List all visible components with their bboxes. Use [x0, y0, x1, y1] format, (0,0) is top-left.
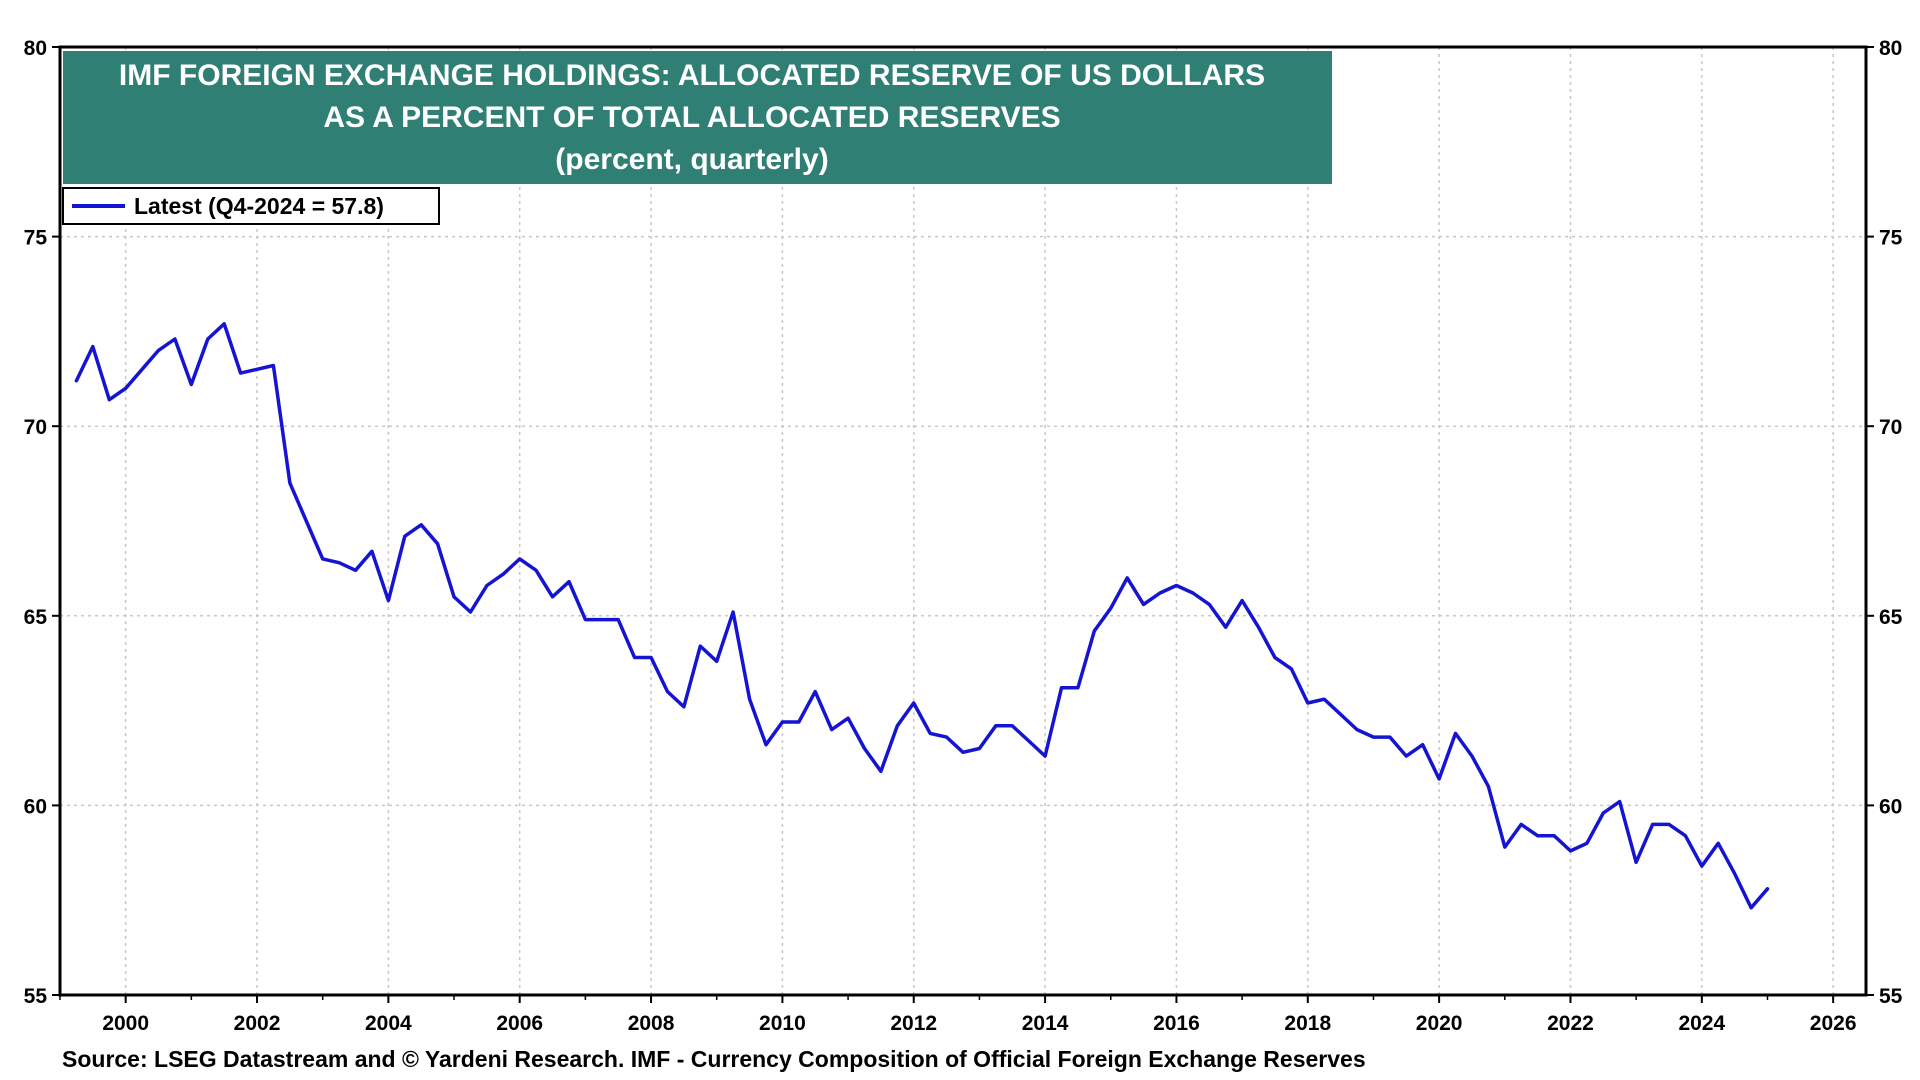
series-line [74, 322, 1770, 910]
y-tick-label-left: 70 [24, 416, 47, 439]
x-tick-label: 2006 [496, 1012, 543, 1035]
y-tick-label-right: 65 [1879, 606, 1903, 629]
x-tick-label: 2000 [102, 1012, 149, 1035]
legend-label: Latest (Q4-2024 = 57.8) [134, 193, 384, 219]
plot-frame [58, 45, 1868, 997]
x-tick-label: 2014 [1022, 1012, 1069, 1035]
y-tick-label-right: 55 [1879, 985, 1903, 1008]
x-tick-label: 2024 [1678, 1012, 1725, 1035]
x-tick-label: 2026 [1810, 1012, 1857, 1035]
title-background [63, 51, 1332, 184]
x-tick-label: 2008 [628, 1012, 675, 1035]
chart-title-line-1: IMF FOREIGN EXCHANGE HOLDINGS: ALLOCATED… [119, 59, 1265, 92]
y-tick-label-right: 80 [1879, 37, 1902, 60]
x-tick-label: 2016 [1153, 1012, 1200, 1035]
series-layer [74, 322, 1770, 910]
x-tick-label: 2020 [1416, 1012, 1463, 1035]
x-tick-label: 2012 [890, 1012, 937, 1035]
x-tick-label: 2002 [234, 1012, 281, 1035]
chart-subtitle: (percent, quarterly) [555, 143, 828, 176]
grid [60, 47, 1866, 995]
y-tick-label-right: 60 [1879, 795, 1902, 818]
axis-ticks: 2000 2002 2004 2006 2008 2010 2012 2014 2016 2018… [24, 37, 1903, 1035]
x-tick-label: 2010 [759, 1012, 806, 1035]
chart-title-line-2: AS A PERCENT OF TOTAL ALLOCATED RESERVES [323, 101, 1060, 134]
y-tick-label-left: 55 [24, 985, 48, 1008]
x-tick-label: 2022 [1547, 1012, 1594, 1035]
x-tick-label: 2004 [365, 1012, 412, 1035]
legend: Latest (Q4-2024 = 57.8) [62, 187, 440, 225]
y-tick-label-left: 65 [24, 606, 48, 629]
y-tick-label-right: 75 [1879, 227, 1903, 250]
y-tick-label-left: 75 [24, 227, 48, 250]
y-tick-label-left: 60 [24, 795, 47, 818]
legend-box [62, 187, 440, 225]
x-tick-label: 2018 [1284, 1012, 1331, 1035]
y-tick-label-left: 80 [24, 37, 47, 60]
source-note: Source: LSEG Datastream and © Yardeni Re… [62, 1046, 1366, 1072]
title-box: IMF FOREIGN EXCHANGE HOLDINGS: ALLOCATED… [63, 51, 1332, 184]
y-tick-label-right: 70 [1879, 416, 1902, 439]
